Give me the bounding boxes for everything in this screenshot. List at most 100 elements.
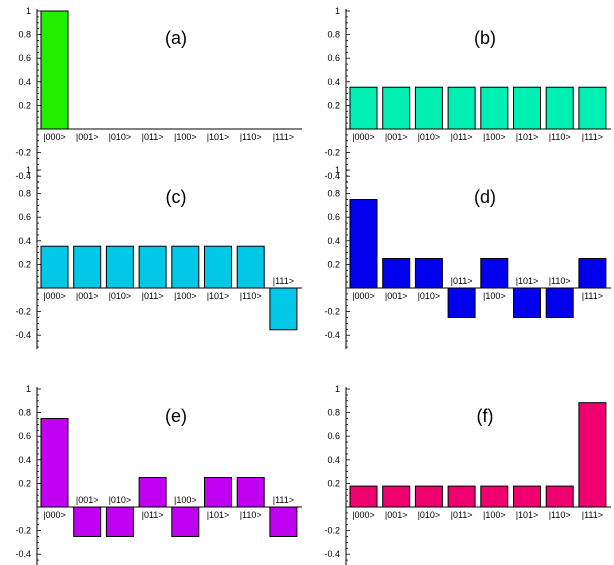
y-tick-label-d: 0.4 xyxy=(327,236,340,246)
category-label-b-7: |111> xyxy=(582,132,603,142)
category-label-d-4: |100> xyxy=(483,291,506,301)
category-label-c-4: |100> xyxy=(174,291,197,301)
category-label-e-0: |000> xyxy=(43,510,66,520)
panel-title-d: (d) xyxy=(474,187,496,207)
y-tick-label-e: 0.8 xyxy=(18,408,31,418)
bar-e-3 xyxy=(138,477,167,508)
category-label-e-3: |011> xyxy=(142,510,164,520)
y-tick-label-a: 0.2 xyxy=(18,100,31,110)
category-label-d-5: |101> xyxy=(516,276,539,286)
category-label-b-1: |001> xyxy=(385,132,408,142)
y-tick-label-e: 1 xyxy=(26,384,31,394)
y-tick-label-c: -0.2 xyxy=(15,307,31,317)
bar-d-5 xyxy=(513,287,541,318)
y-tick-label-f: 0.8 xyxy=(327,408,340,418)
category-label-a-6: |110> xyxy=(240,132,262,142)
category-label-e-2: |010> xyxy=(109,495,132,505)
category-label-e-4: |100> xyxy=(174,495,197,505)
y-tick-label-a: -0.2 xyxy=(15,148,31,158)
bar-c-7 xyxy=(269,287,298,331)
bar-d-1 xyxy=(382,258,411,289)
category-label-b-3: |011> xyxy=(451,132,473,142)
panel-title-b: (b) xyxy=(474,28,496,48)
panel-title-f: (f) xyxy=(477,406,494,426)
y-tick-label-f: -0.4 xyxy=(324,549,340,559)
category-label-f-0: |000> xyxy=(352,510,375,520)
category-label-f-1: |001> xyxy=(385,510,408,520)
y-tick-label-d: 0.8 xyxy=(327,189,340,199)
bar-e-0 xyxy=(40,418,69,508)
category-label-c-0: |000> xyxy=(43,291,66,301)
category-label-d-3: |011> xyxy=(451,276,473,286)
y-tick-label-b: 0.8 xyxy=(327,30,340,40)
category-label-d-7: |111> xyxy=(582,291,603,301)
category-label-f-5: |101> xyxy=(516,510,539,520)
bar-e-2 xyxy=(105,506,134,537)
y-tick-label-c: 1 xyxy=(26,165,31,175)
category-label-d-2: |010> xyxy=(418,291,441,301)
bar-c-1 xyxy=(73,245,102,289)
y-tick-label-d: -0.2 xyxy=(324,307,340,317)
y-tick-label-a: 0.4 xyxy=(18,77,31,87)
y-tick-label-a: 0.8 xyxy=(18,30,31,40)
bar-c-5 xyxy=(204,245,232,289)
bar-d-4 xyxy=(480,258,509,289)
bar-f-5 xyxy=(513,485,541,508)
bar-e-6 xyxy=(236,477,265,508)
y-tick-label-c: 0.6 xyxy=(18,212,31,222)
bar-f-4 xyxy=(480,485,509,508)
category-label-c-7: |111> xyxy=(273,276,294,286)
y-tick-label-f: 0.4 xyxy=(327,455,340,465)
bar-b-4 xyxy=(480,86,509,130)
y-tick-label-f: -0.2 xyxy=(324,526,340,536)
y-tick-label-d: 0.6 xyxy=(327,212,340,222)
y-tick-label-b: 0.4 xyxy=(327,77,340,87)
y-tick-label-b: 0.2 xyxy=(327,100,340,110)
category-label-b-0: |000> xyxy=(352,132,375,142)
panel-title-a: (a) xyxy=(165,28,187,48)
bar-c-3 xyxy=(138,245,167,289)
bar-f-6 xyxy=(545,485,574,508)
bar-e-7 xyxy=(269,506,298,537)
bar-c-0 xyxy=(40,245,69,289)
category-label-a-7: |111> xyxy=(273,132,294,142)
y-tick-label-e: 0.4 xyxy=(18,455,31,465)
category-label-d-6: |110> xyxy=(549,276,571,286)
bar-b-0 xyxy=(349,86,378,130)
bar-c-6 xyxy=(236,245,265,289)
bar-c-2 xyxy=(105,245,134,289)
category-label-b-5: |101> xyxy=(516,132,539,142)
category-label-e-7: |111> xyxy=(273,495,294,505)
y-tick-label-c: -0.4 xyxy=(15,330,31,340)
bar-d-0 xyxy=(349,199,378,289)
y-tick-label-b: -0.2 xyxy=(324,148,340,158)
bar-b-5 xyxy=(513,86,541,130)
bar-f-7 xyxy=(578,402,607,508)
bar-d-7 xyxy=(578,258,607,289)
y-tick-label-c: 0.2 xyxy=(18,259,31,269)
category-label-a-1: |001> xyxy=(76,132,99,142)
panel-title-e: (e) xyxy=(165,406,187,426)
category-label-c-5: |101> xyxy=(207,291,230,301)
bar-b-1 xyxy=(382,86,411,130)
category-label-d-0: |000> xyxy=(352,291,375,301)
y-tick-label-b: 0.6 xyxy=(327,53,340,63)
y-tick-label-a: -0.4 xyxy=(15,171,31,181)
bar-f-3 xyxy=(447,485,476,508)
y-tick-label-f: 0.6 xyxy=(327,431,340,441)
category-label-e-6: |110> xyxy=(240,510,262,520)
category-label-c-3: |011> xyxy=(142,291,164,301)
bar-d-2 xyxy=(414,258,443,289)
category-label-f-2: |010> xyxy=(418,510,441,520)
bar-d-6 xyxy=(545,287,574,318)
category-label-a-0: |000> xyxy=(43,132,66,142)
bar-e-4 xyxy=(171,506,200,537)
y-tick-label-e: -0.2 xyxy=(15,526,31,536)
y-tick-label-a: 0.6 xyxy=(18,53,31,63)
y-tick-label-d: 1 xyxy=(335,165,340,175)
panel-title-c: (c) xyxy=(166,187,187,207)
bar-e-1 xyxy=(73,506,102,537)
y-tick-label-d: 0.2 xyxy=(327,259,340,269)
category-label-c-2: |010> xyxy=(109,291,132,301)
